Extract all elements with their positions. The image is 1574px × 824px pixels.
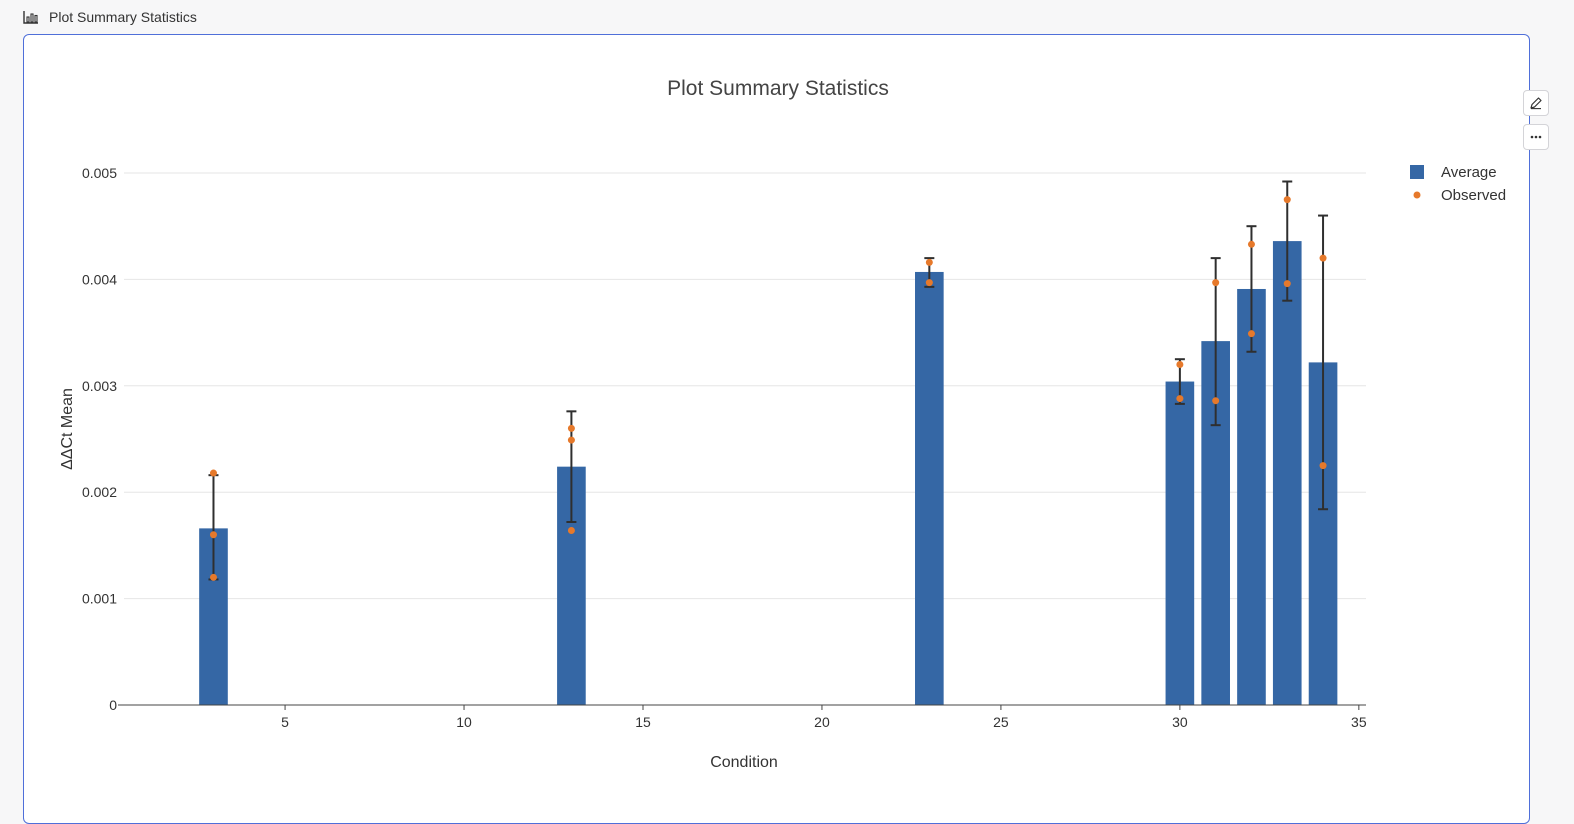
x-tick-label: 5 [281, 714, 289, 730]
y-tick-label: 0.003 [82, 378, 117, 394]
average-bar [1165, 381, 1195, 705]
observed-point [209, 573, 217, 581]
y-tick-label: 0.001 [82, 591, 117, 607]
y-axis-label: ΔΔCt Mean [59, 388, 76, 470]
x-axis-label: Condition [710, 754, 778, 771]
legend-label-average: Average [1441, 164, 1497, 181]
observed-point [1319, 254, 1327, 262]
error-bars [208, 180, 1329, 581]
more-options-button[interactable] [1523, 124, 1549, 150]
observed-point [925, 258, 933, 266]
observed-point [1283, 280, 1291, 288]
error-bar [1318, 214, 1329, 511]
observed-point [209, 469, 217, 477]
chart-title: Plot Summary Statistics [667, 77, 889, 100]
panel-title: Plot Summary Statistics [49, 9, 197, 25]
legend: Average Observed [1410, 164, 1506, 204]
observed-point [1212, 397, 1220, 405]
x-tick-label: 35 [1351, 714, 1367, 730]
observed-point [1319, 462, 1327, 470]
x-tick-label: 20 [814, 714, 830, 730]
observed-point [1283, 196, 1291, 204]
average-bar [1272, 241, 1302, 705]
chart: Plot Summary Statistics 0 0.001 0.002 0.003… [59, 77, 1506, 771]
y-tick-label: 0.005 [82, 165, 117, 181]
bars [199, 241, 1338, 705]
bar-chart-icon [23, 11, 38, 24]
axes: 0 0.001 0.002 0.003 0.004 0.005 5 10 15 20 25 30 35 [82, 165, 1367, 730]
x-tick-label: 25 [993, 714, 1009, 730]
observed-point [209, 531, 217, 539]
average-bar [1237, 288, 1266, 705]
y-tick-label: 0.002 [82, 484, 117, 500]
legend-label-observed: Observed [1441, 187, 1506, 204]
observed-point [1176, 395, 1184, 403]
x-tick-label: 15 [635, 714, 651, 730]
x-tick-label: 30 [1172, 714, 1188, 730]
legend-marker-observed [1413, 191, 1421, 199]
observed-points [209, 196, 1327, 581]
average-bar [915, 271, 944, 705]
observed-point [567, 527, 575, 535]
panel-header: Plot Summary Statistics [0, 0, 1574, 34]
observed-point [567, 424, 575, 432]
observed-point [1176, 361, 1184, 369]
observed-point [1247, 330, 1255, 338]
observed-point [1247, 240, 1255, 248]
observed-point [925, 279, 933, 287]
pencil-icon [1530, 97, 1542, 110]
y-tick-label: 0.004 [82, 271, 117, 287]
grid [124, 172, 1366, 600]
more-horizontal-icon [1530, 135, 1542, 139]
edit-button[interactable] [1523, 90, 1549, 116]
observed-point [567, 436, 575, 444]
observed-point [1212, 279, 1220, 287]
y-tick-label: 0 [109, 697, 117, 713]
legend-swatch-average [1410, 165, 1424, 179]
x-tick-label: 10 [456, 714, 472, 730]
